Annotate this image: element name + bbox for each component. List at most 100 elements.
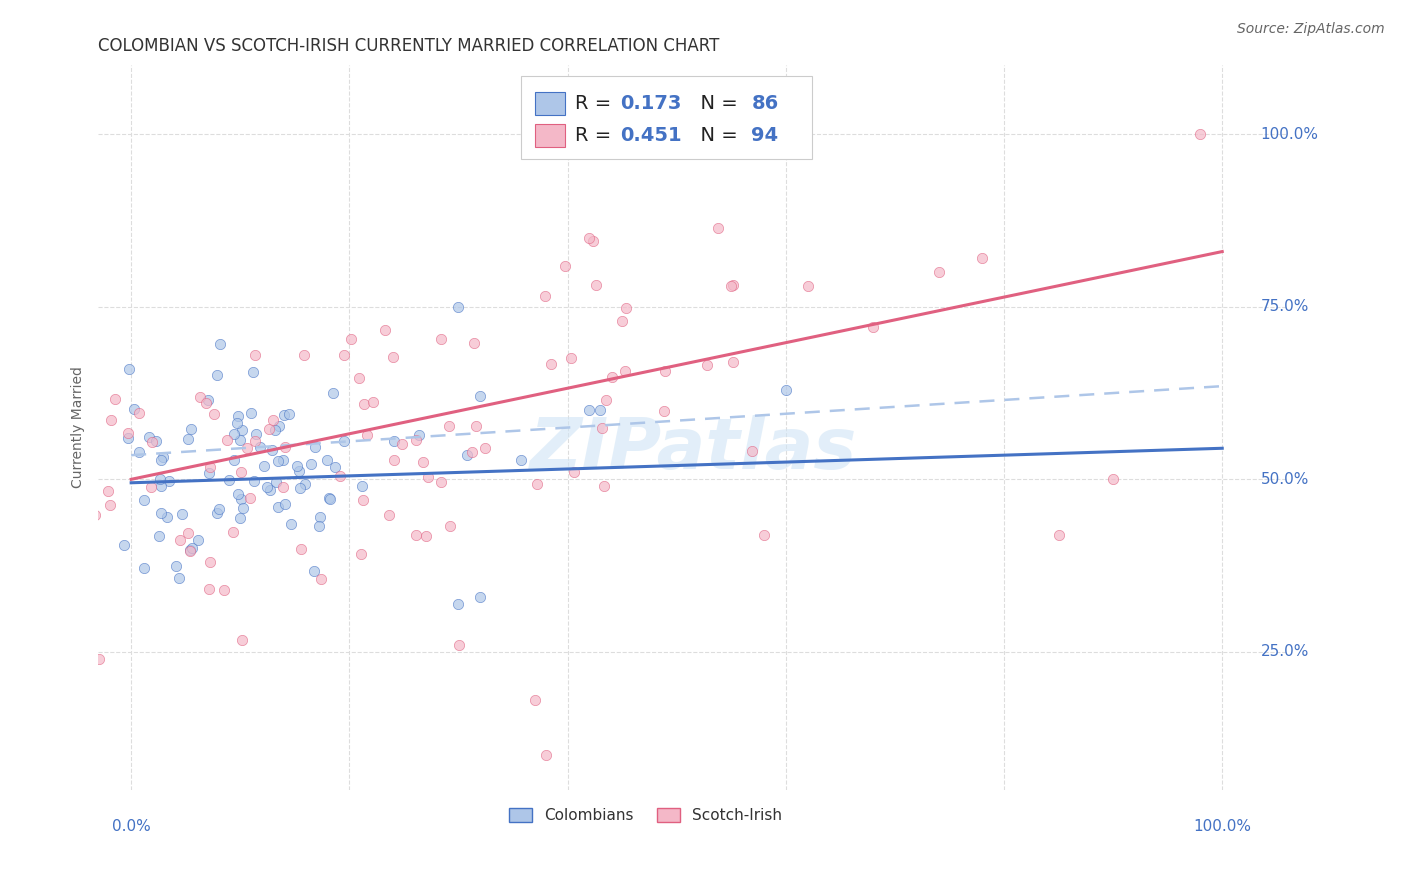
Point bbox=[333, 434, 356, 448]
Point bbox=[98, 498, 121, 512]
Point bbox=[721, 277, 744, 292]
Point bbox=[132, 561, 155, 575]
Point bbox=[540, 357, 562, 371]
Point bbox=[267, 500, 290, 514]
Point bbox=[24, 504, 46, 518]
Point bbox=[274, 440, 297, 454]
Point bbox=[128, 445, 150, 459]
Point bbox=[177, 432, 200, 446]
Point bbox=[226, 486, 249, 500]
Point bbox=[208, 336, 231, 351]
Point bbox=[356, 428, 378, 442]
Point bbox=[352, 492, 374, 507]
Point bbox=[222, 427, 245, 442]
Text: 25.0%: 25.0% bbox=[1260, 644, 1309, 659]
Point bbox=[148, 529, 170, 543]
Text: 75.0%: 75.0% bbox=[1260, 300, 1309, 314]
Text: N =: N = bbox=[689, 126, 744, 145]
Text: 100.0%: 100.0% bbox=[1194, 819, 1251, 834]
Text: 0.451: 0.451 bbox=[620, 126, 682, 145]
Point bbox=[578, 231, 600, 245]
Point bbox=[198, 555, 221, 569]
Point bbox=[430, 475, 453, 490]
Point bbox=[207, 368, 229, 382]
Text: 100.0%: 100.0% bbox=[1260, 127, 1319, 142]
Point bbox=[139, 480, 162, 494]
Point bbox=[299, 457, 322, 471]
Point bbox=[585, 278, 607, 293]
Point bbox=[862, 320, 884, 334]
Point bbox=[439, 519, 461, 533]
Point bbox=[741, 444, 763, 458]
Point bbox=[449, 638, 471, 652]
Point bbox=[117, 361, 139, 376]
Point bbox=[322, 385, 344, 400]
Point bbox=[188, 390, 211, 404]
Point bbox=[384, 453, 406, 467]
Point bbox=[149, 453, 172, 467]
Point bbox=[259, 483, 281, 498]
Point bbox=[775, 383, 797, 397]
Point bbox=[350, 547, 373, 561]
Point bbox=[38, 417, 60, 432]
Point bbox=[179, 543, 201, 558]
Point bbox=[290, 541, 312, 556]
Point bbox=[229, 465, 252, 479]
Text: ZIPatlas: ZIPatlas bbox=[530, 415, 856, 483]
Point bbox=[266, 475, 288, 490]
Point bbox=[257, 422, 280, 436]
Point bbox=[796, 279, 818, 293]
Point bbox=[474, 442, 496, 456]
Point bbox=[87, 652, 110, 666]
Point bbox=[243, 348, 266, 362]
Point bbox=[11, 629, 34, 643]
Point bbox=[378, 508, 401, 522]
Point bbox=[382, 434, 405, 449]
Point bbox=[117, 426, 139, 441]
Point bbox=[149, 478, 172, 492]
Point bbox=[292, 347, 315, 361]
Point bbox=[562, 465, 585, 479]
Point bbox=[1189, 127, 1212, 141]
Point bbox=[179, 543, 201, 558]
Point bbox=[128, 407, 150, 421]
Point bbox=[465, 419, 488, 434]
Point bbox=[654, 364, 676, 378]
Point bbox=[157, 475, 180, 489]
Point bbox=[271, 480, 294, 494]
Point bbox=[288, 464, 311, 478]
Point bbox=[262, 413, 284, 427]
Point bbox=[229, 492, 252, 507]
Point bbox=[239, 491, 262, 505]
Point bbox=[218, 473, 240, 487]
Point bbox=[198, 460, 221, 475]
Text: 0.173: 0.173 bbox=[620, 94, 682, 113]
Point bbox=[239, 406, 262, 420]
Point bbox=[229, 434, 252, 448]
Point bbox=[510, 452, 533, 467]
Point bbox=[278, 408, 301, 422]
Point bbox=[405, 433, 427, 447]
Point bbox=[228, 409, 250, 423]
Point bbox=[523, 693, 546, 707]
Point bbox=[267, 454, 290, 468]
Point bbox=[578, 403, 600, 417]
Point bbox=[534, 748, 557, 763]
Point bbox=[215, 434, 238, 448]
Point bbox=[256, 480, 278, 494]
Point bbox=[243, 434, 266, 448]
Point bbox=[592, 479, 614, 493]
Point bbox=[319, 492, 342, 507]
Point bbox=[614, 301, 637, 315]
Point bbox=[55, 498, 77, 512]
Point bbox=[595, 392, 617, 407]
Point bbox=[167, 571, 190, 585]
Point bbox=[100, 413, 122, 427]
Text: R =: R = bbox=[575, 126, 617, 145]
Point bbox=[294, 477, 316, 491]
Point bbox=[198, 582, 221, 597]
Point bbox=[340, 332, 363, 346]
Point bbox=[249, 440, 271, 454]
Point bbox=[152, 450, 174, 464]
Point bbox=[231, 632, 253, 647]
